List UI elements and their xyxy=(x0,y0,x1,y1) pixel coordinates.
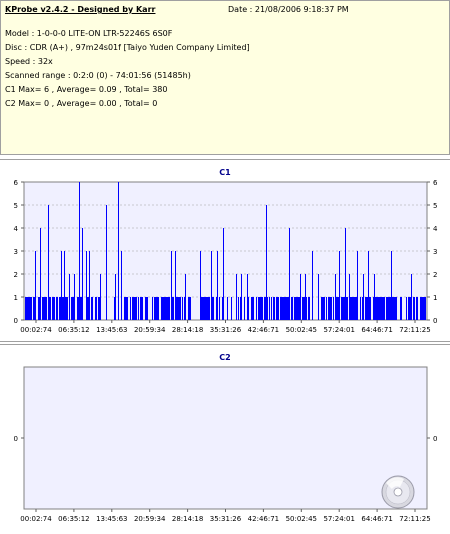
y-tick-label-left: 5 xyxy=(14,202,18,210)
y-tick-label-right: 5 xyxy=(433,202,437,210)
info-panel: KProbe v2.4.2 - Designed by Karr Date : … xyxy=(0,0,450,155)
c2-y-ticks-right: 0 xyxy=(427,435,437,443)
y-tick-label-right: 1 xyxy=(433,294,437,302)
y-tick-label-left: 6 xyxy=(14,179,19,187)
y-tick-label-right: 2 xyxy=(433,271,437,279)
c1-bars xyxy=(25,182,426,320)
y-tick-label-left: 3 xyxy=(14,248,18,256)
x-tick-label: 13:45:63 xyxy=(96,326,127,334)
c1-chart-title: C1 xyxy=(219,168,231,177)
x-tick-label: 28:14:18 xyxy=(172,326,203,334)
x-tick-label: 50:02:45 xyxy=(286,326,317,334)
x-tick-label: 72:11:25 xyxy=(399,515,430,523)
x-tick-label: 57:24:01 xyxy=(323,515,354,523)
c2-x-tick-labels: 00:02:74 06:35:12 13:45:63 20:59:34 28:14:18… xyxy=(20,509,431,523)
scan-date: Date : 21/08/2006 9:18:37 PM xyxy=(228,5,349,14)
x-tick-label: 00:02:74 xyxy=(20,326,52,334)
x-tick-label: 20:59:34 xyxy=(134,326,166,334)
x-tick-label: 28:14:18 xyxy=(172,515,203,523)
x-tick-label: 13:45:63 xyxy=(96,515,127,523)
x-tick-label: 35:31:26 xyxy=(210,326,242,334)
c2-chart: C2 0 0 00:02:74 06:35:12 13:45:63 20:59:34 2… xyxy=(14,353,438,523)
c1-y-ticks-left: 0 1 2 3 4 5 6 xyxy=(14,179,24,325)
y-tick-label-right: 0 xyxy=(433,317,437,325)
y-tick-label-left: 4 xyxy=(14,225,19,233)
x-tick-label: 50:02:45 xyxy=(286,515,317,523)
x-tick-label: 72:11:25 xyxy=(399,326,430,334)
c1-gridlines xyxy=(24,204,427,298)
c2-chart-panel: C2 0 0 00:02:74 06:35:12 13:45:63 20:59:34 2… xyxy=(0,344,450,530)
c2-chart-title: C2 xyxy=(219,353,230,362)
disc-icon xyxy=(381,475,415,509)
c1-x-tick-labels: 00:02:74 06:35:12 13:45:63 20:59:34 28:14:18… xyxy=(20,320,431,334)
scanned-range: Scanned range : 0:2:0 (0) - 74:01:56 (51… xyxy=(5,71,191,80)
y-tick-label-right: 4 xyxy=(433,225,438,233)
c2-plot-area xyxy=(23,366,428,510)
c1-summary: C1 Max= 6 , Average= 0.09 , Total= 380 xyxy=(5,85,168,94)
y-tick-label-left: 0 xyxy=(14,317,18,325)
x-tick-label: 06:35:12 xyxy=(58,515,89,523)
x-tick-label: 42:46:71 xyxy=(248,515,279,523)
c2-summary: C2 Max= 0 , Average= 0.00 , Total= 0 xyxy=(5,99,158,108)
app-title: KProbe v2.4.2 - Designed by Karr xyxy=(5,5,156,14)
x-tick-label: 06:35:12 xyxy=(58,326,89,334)
y-tick-label-right: 3 xyxy=(433,248,437,256)
x-tick-label: 20:59:34 xyxy=(134,515,166,523)
c1-chart: C1 0 1 2 3 4 5 6 0 1 2 3 4 5 6 00:02:74 06:35:12 13:45… xyxy=(14,168,438,334)
y-tick-label-right: 6 xyxy=(433,179,438,187)
drive-model: Model : 1-0-0-0 LITE-ON LTR-52246S 6S0F xyxy=(5,29,173,38)
x-tick-label: 64:46:71 xyxy=(361,515,392,523)
disc-info: Disc : CDR (A+) , 97m24s01f [Taiyo Yuden… xyxy=(5,43,250,52)
x-tick-label: 42:46:71 xyxy=(248,326,279,334)
x-tick-label: 35:31:26 xyxy=(210,515,242,523)
c1-chart-panel: C1 0 1 2 3 4 5 6 0 1 2 3 4 5 6 00:02:74 06:35:12 13:45… xyxy=(0,159,450,342)
y-tick-label-right: 0 xyxy=(433,435,437,443)
c1-y-ticks-right: 0 1 2 3 4 5 6 xyxy=(427,179,438,325)
x-tick-label: 00:02:74 xyxy=(20,515,52,523)
scan-speed: Speed : 32x xyxy=(5,57,53,66)
x-tick-label: 57:24:01 xyxy=(323,326,354,334)
x-tick-label: 64:46:71 xyxy=(361,326,392,334)
y-tick-label-left: 1 xyxy=(14,294,18,302)
y-tick-label-left: 2 xyxy=(14,271,18,279)
y-tick-label-left: 0 xyxy=(14,435,18,443)
c2-y-ticks-left: 0 xyxy=(14,435,24,443)
